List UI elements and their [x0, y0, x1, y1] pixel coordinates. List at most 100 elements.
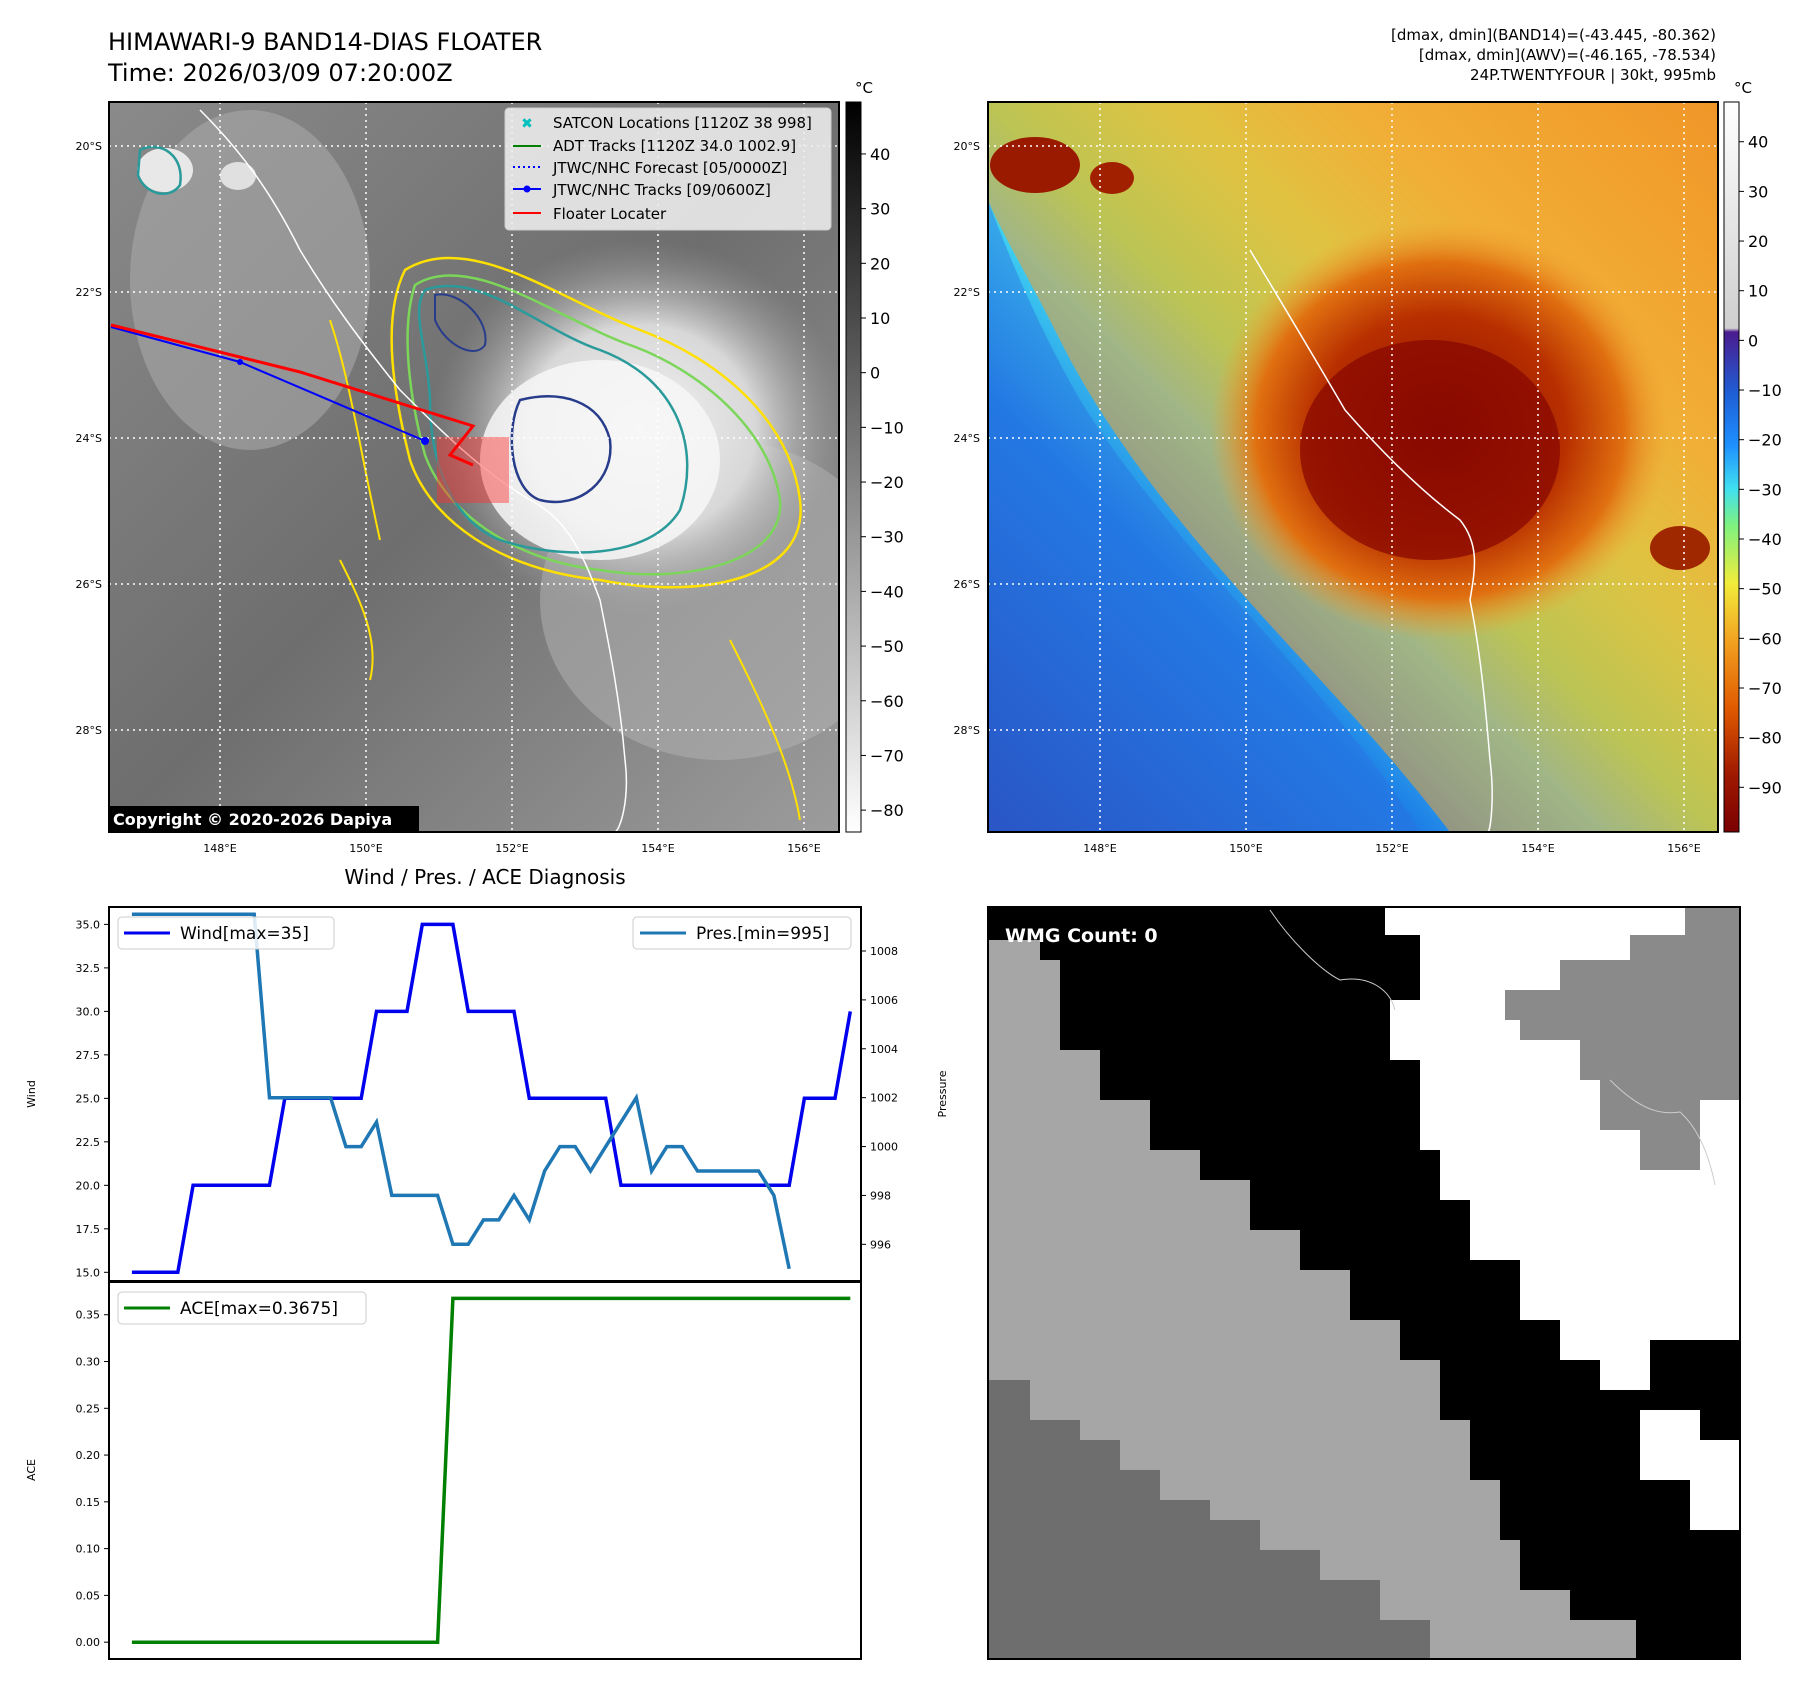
y-tick-label: 25.0 [76, 1092, 101, 1105]
ace-legend: ACE[max=0.3675] [117, 1291, 367, 1325]
wind-legend: Wind[max=35] [117, 916, 335, 950]
lat-label: 26°S [954, 578, 980, 591]
lat-label: 28°S [954, 724, 980, 737]
y-tick-label: 0.00 [76, 1636, 101, 1649]
colorbar-tick-label: −70 [1748, 679, 1782, 698]
y-tick-label: 0.10 [76, 1543, 101, 1556]
x-marker-icon: ✖ [521, 116, 533, 132]
legend-adt: ADT Tracks [1120Z 34.0 1002.9] [553, 137, 796, 155]
figure-title: HIMAWARI-9 BAND14-DIAS FLOATER [108, 28, 542, 56]
colorbar-tick-label: 40 [1748, 133, 1768, 152]
pressure-series-line [131, 912, 791, 1270]
colorbar-tick-label: 20 [1748, 232, 1768, 251]
ace-legend-label: ACE[max=0.3675] [180, 1299, 338, 1319]
legend-floater: Floater Locater [553, 205, 667, 223]
lon-label: 152°E [495, 842, 528, 855]
y2-tick-label: 1004 [870, 1043, 898, 1056]
jtwc-track-point [421, 437, 429, 445]
colorbar-tick-label: −20 [870, 473, 904, 492]
diagnosis-title: Wind / Pres. / ACE Diagnosis [344, 865, 625, 889]
copyright-label: Copyright © 2020-2026 Dapiya [113, 810, 392, 829]
y2-tick-label: 1008 [870, 945, 898, 958]
y-tick-label: 32.5 [76, 962, 101, 975]
lat-label: 24°S [76, 432, 102, 445]
ir-map-panel: Copyright © 2020-2026 Dapiya ✖ SATCON Lo… [76, 79, 904, 855]
y-tick-label: 17.5 [76, 1223, 101, 1236]
stats-storm: 24P.TWENTYFOUR | 30kt, 995mb [1470, 66, 1716, 84]
y-tick-label: 22.5 [76, 1136, 101, 1149]
colorbar-tick-label: −20 [1748, 431, 1782, 450]
lat-label: 20°S [954, 140, 980, 153]
ir-colorbar [845, 101, 862, 833]
y-tick-label: 0.30 [76, 1356, 101, 1369]
wmg-panel: WMG Count: 0 [987, 906, 1741, 1660]
lat-label: 20°S [76, 140, 102, 153]
lon-label: 152°E [1375, 842, 1408, 855]
color-colorbar [1723, 101, 1740, 833]
colorbar-tick-label: −70 [870, 746, 904, 765]
colorbar-tick-label: −30 [870, 528, 904, 547]
lon-label: 150°E [1229, 842, 1262, 855]
lon-label: 150°E [349, 842, 382, 855]
legend-jtwc-tracks: JTWC/NHC Tracks [09/0600Z] [552, 181, 771, 199]
wind-axis-label: Wind [25, 1080, 38, 1108]
y2-tick-label: 1000 [870, 1141, 898, 1154]
y2-tick-label: 998 [870, 1189, 891, 1202]
lon-label: 148°E [1083, 842, 1116, 855]
y2-tick-label: 996 [870, 1238, 891, 1251]
pressure-legend: Pres.[min=995] [632, 916, 852, 950]
pressure-legend-label: Pres.[min=995] [696, 924, 829, 944]
lat-label: 22°S [954, 286, 980, 299]
legend-jtwc-forecast: JTWC/NHC Forecast [05/0000Z] [552, 159, 787, 177]
wind-series-line [131, 922, 853, 1275]
y2-tick-label: 1006 [870, 994, 898, 1007]
lon-label: 154°E [641, 842, 674, 855]
lon-label: 156°E [1667, 842, 1700, 855]
colorbar-tick-label: −60 [1748, 629, 1782, 648]
lat-label: 28°S [76, 724, 102, 737]
colorbar-tick-label: −10 [1748, 381, 1782, 400]
ir-colorbar-unit: °C [855, 79, 873, 97]
colorbar-tick-label: 0 [1748, 331, 1758, 350]
lat-label: 24°S [954, 432, 980, 445]
y-tick-label: 20.0 [76, 1179, 101, 1192]
lon-label: 154°E [1521, 842, 1554, 855]
floater-locater-line [110, 323, 476, 467]
wind-pressure-chart: 35.0 32.5 30.0 27.5 25.0 22.5 20.0 17.5 15.0 100… [25, 906, 949, 1282]
colorbar-tick-label: 40 [870, 145, 890, 164]
floater-box [437, 437, 509, 503]
colorbar-tick-label: −80 [1748, 729, 1782, 748]
ir-legend: ✖ SATCON Locations [1120Z 38 998] ADT Tr… [504, 107, 832, 231]
lon-label: 148°E [203, 842, 236, 855]
colorbar-tick-label: −90 [1748, 778, 1782, 797]
colorbar-tick-label: −30 [1748, 480, 1782, 499]
colorbar-tick-label: −50 [870, 637, 904, 656]
pressure-axis-label: Pressure [936, 1070, 949, 1117]
ace-chart: 0.35 0.30 0.25 0.20 0.15 0.10 0.05 0.00 ACE ACE… [25, 1281, 862, 1660]
legend-satcon: SATCON Locations [1120Z 38 998] [553, 114, 812, 132]
colorbar-tick-label: 10 [1748, 282, 1768, 301]
y-tick-label: 0.35 [76, 1309, 101, 1322]
color-map-panel: 20°S 22°S 24°S 26°S 28°S 148°E 150°E 152… [954, 79, 1782, 855]
colorbar-tick-label: −10 [870, 418, 904, 437]
y-tick-label: 30.0 [76, 1005, 101, 1018]
colorbar-tick-label: −40 [1748, 530, 1782, 549]
ace-axis-label: ACE [25, 1459, 38, 1481]
colorbar-tick-label: 30 [1748, 182, 1768, 201]
colorbar-tick-label: 30 [870, 200, 890, 219]
ace-series-line [131, 1296, 851, 1644]
colorbar-tick-label: 20 [870, 254, 890, 273]
y-tick-label: 0.25 [76, 1402, 101, 1415]
color-colorbar-unit: °C [1734, 79, 1752, 97]
colorbar-tick-label: −40 [870, 582, 904, 601]
y-tick-label: 15.0 [76, 1266, 101, 1279]
y-tick-label: 0.05 [76, 1589, 101, 1602]
colorbar-tick-label: −80 [870, 801, 904, 820]
stats-awv: [dmax, dmin](AWV)=(-46.165, -78.534) [1419, 46, 1716, 64]
lon-label: 156°E [787, 842, 820, 855]
stats-band14: [dmax, dmin](BAND14)=(-43.445, -80.362) [1391, 26, 1716, 44]
colorbar-tick-label: −50 [1748, 580, 1782, 599]
wind-legend-label: Wind[max=35] [180, 924, 309, 944]
y-tick-label: 35.0 [76, 918, 101, 931]
